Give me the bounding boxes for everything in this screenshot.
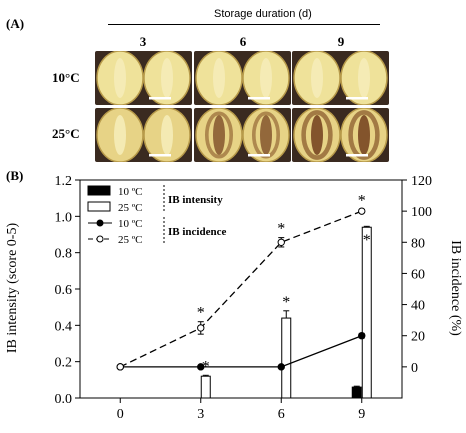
- x-tick-label: 3: [197, 407, 204, 422]
- day-header-9: 9: [337, 34, 345, 49]
- bar: [351, 386, 362, 399]
- y-tick-label-right: 0: [411, 361, 418, 376]
- y-tick-label-left: 0.4: [55, 319, 73, 334]
- legend-swatch-marker: [96, 235, 104, 243]
- temp-unit-25: °C: [65, 126, 80, 141]
- pineapple-photo-25c-day-3: [95, 108, 192, 162]
- bar: [200, 375, 211, 399]
- y-tick-label-right: 60: [411, 267, 425, 282]
- day-header-3: 3: [139, 34, 147, 49]
- legend-label: 10 ºC: [118, 218, 143, 230]
- line-significance: *: [358, 193, 366, 210]
- y-tick-label-left: 1.2: [55, 174, 73, 189]
- y-axis-label-right: IB incidence (%): [448, 240, 463, 336]
- x-tick-label: 6: [278, 407, 285, 422]
- legend-label: 25 ºC: [118, 202, 143, 214]
- storage-duration-title: Storage duration (d): [214, 8, 312, 20]
- pineapple-photo-25c-day-9: [292, 108, 389, 162]
- pineapple-photo-10c-day-3: [95, 51, 192, 105]
- temp-value-25: 25: [52, 126, 65, 141]
- y-tick-label-left: 1.0: [55, 210, 73, 225]
- temp-label-25: 25°C: [52, 126, 80, 142]
- legend-label: 25 ºC: [118, 234, 143, 246]
- legend-group-label: IB intensity: [168, 194, 223, 206]
- y-tick-label-right: 120: [411, 174, 432, 189]
- y-tick-label-left: 0.6: [55, 283, 73, 298]
- y-tick-label-left: 0.8: [55, 247, 73, 262]
- y-tick-label-right: 80: [411, 236, 425, 251]
- x-tick-label: 9: [358, 407, 365, 422]
- line-point: [116, 363, 124, 371]
- bar: [281, 317, 292, 399]
- panel-b-label: (B): [6, 168, 24, 183]
- temp-value-10: 10: [52, 70, 65, 85]
- line-point: [197, 363, 205, 371]
- panel-a-label: (A): [6, 16, 25, 31]
- y-tick-label-right: 100: [411, 205, 432, 220]
- line-significance: *: [197, 305, 205, 322]
- storage-duration-rule: [108, 24, 380, 25]
- bar: [361, 226, 372, 399]
- legend-swatch-marker: [96, 219, 104, 227]
- pineapple-photo-10c-day-6: [194, 51, 291, 105]
- line-point: [358, 332, 366, 340]
- legend-swatch-bar: [87, 201, 111, 212]
- bar-significance: *: [282, 294, 290, 311]
- incidence-line: [120, 335, 362, 368]
- temp-unit-10: °C: [65, 70, 80, 85]
- line-point: [358, 207, 366, 215]
- incidence-line: [119, 210, 362, 368]
- pineapple-photo-10c-day-9: [292, 51, 389, 105]
- legend-group-label: IB incidence: [168, 226, 226, 238]
- y-tick-label-right: 40: [411, 299, 425, 314]
- y-tick-label-right: 20: [411, 330, 425, 345]
- y-tick-label-left: 0.0: [55, 392, 73, 407]
- y-tick-label-left: 0.2: [55, 356, 73, 371]
- x-tick-label: 0: [117, 407, 124, 422]
- line-point: [277, 238, 285, 246]
- pineapple-photo-25c-day-6: [194, 108, 291, 162]
- legend-label: 10 ºC: [118, 186, 143, 198]
- line-significance: *: [277, 221, 285, 238]
- line-point: [277, 363, 285, 371]
- day-header-6: 6: [239, 34, 247, 49]
- legend-swatch-bar: [87, 185, 111, 196]
- temp-label-10: 10°C: [52, 70, 80, 86]
- bar-significance: *: [363, 232, 371, 249]
- line-point: [197, 324, 205, 332]
- y-axis-label-left: IB intensity (score 0-5): [5, 223, 20, 354]
